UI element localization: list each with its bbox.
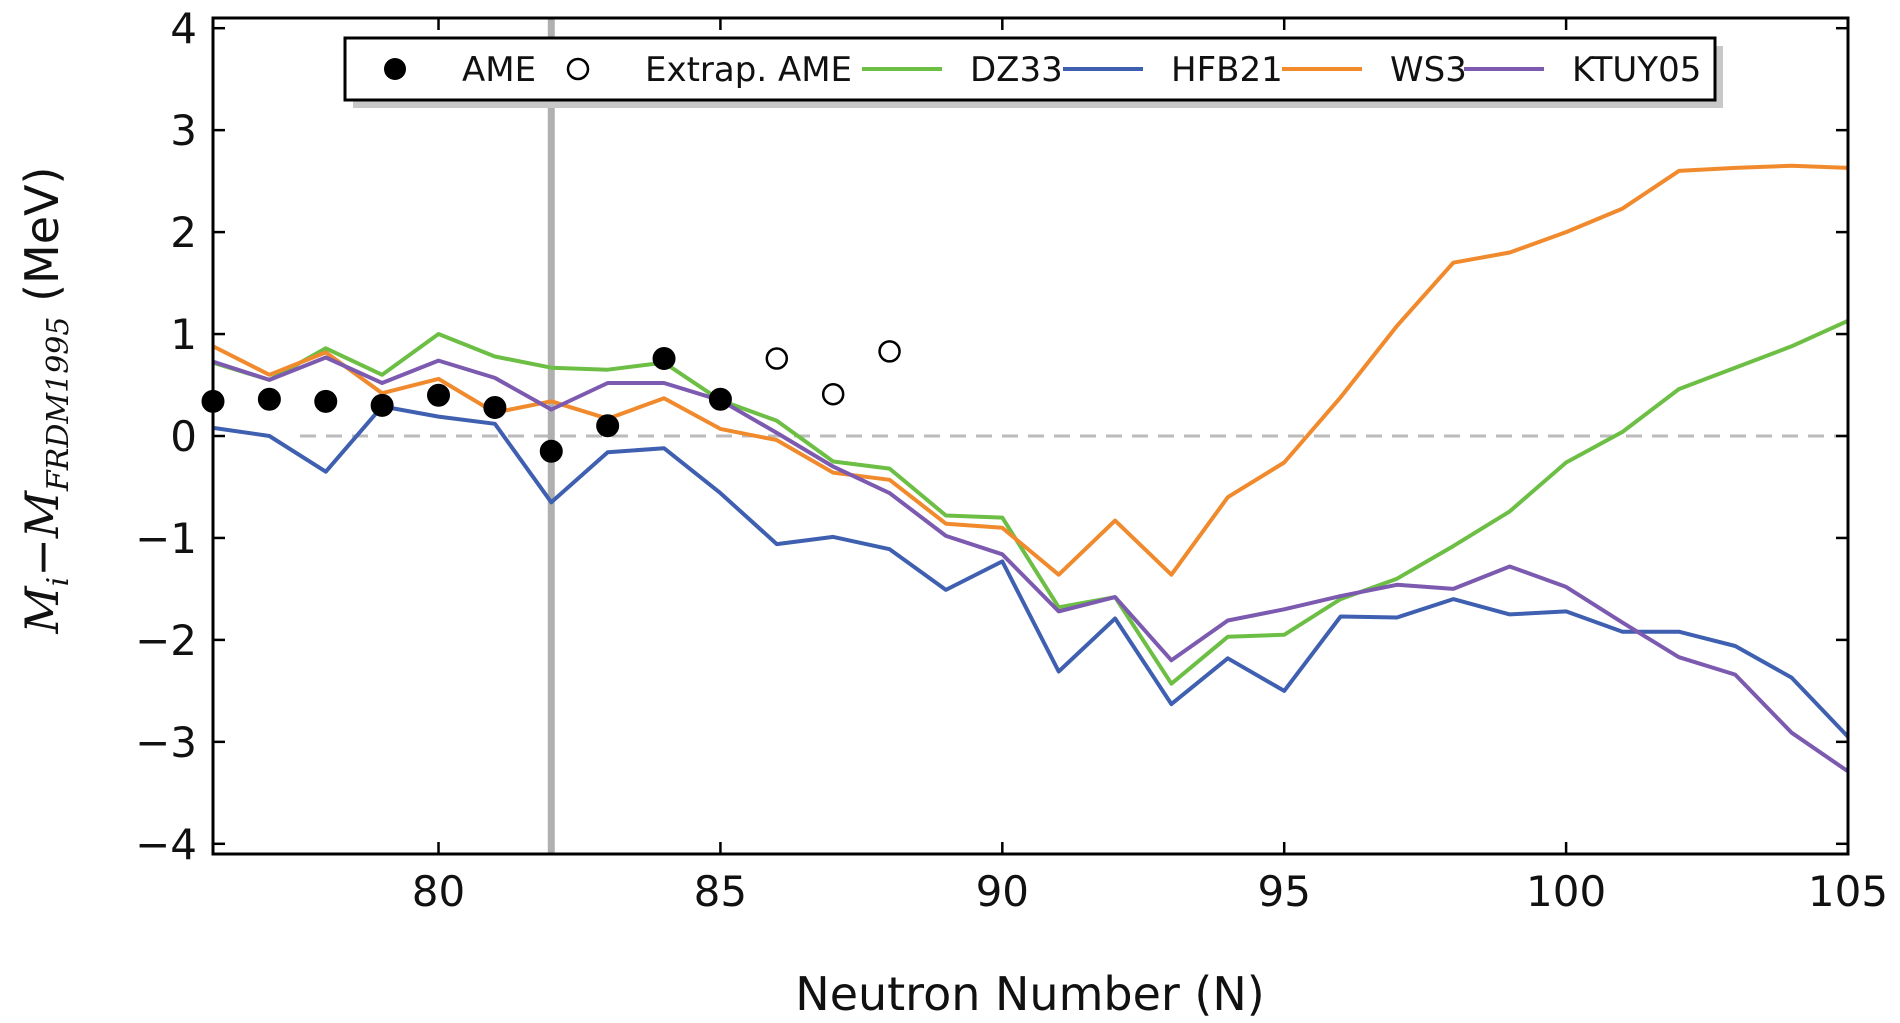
x-tick-label-100: 100 xyxy=(1526,867,1606,916)
point-ame-n79 xyxy=(370,393,394,417)
y-tick-label--1: −1 xyxy=(135,514,197,563)
x-tick-label-85: 85 xyxy=(694,867,747,916)
y-tick-label-2: 2 xyxy=(170,208,197,257)
point-ame-n77 xyxy=(257,387,281,411)
y-label-i: i xyxy=(41,577,76,587)
plot-area xyxy=(213,18,1848,854)
legend-label-dz33: DZ33 xyxy=(970,50,1063,90)
y-tick-label--2: −2 xyxy=(135,616,197,665)
point-ame-n82 xyxy=(539,439,563,463)
y-tick-label--3: −3 xyxy=(135,718,197,767)
series-line-ktuy05 xyxy=(213,355,1848,774)
y-tick-label--4: −4 xyxy=(135,820,197,869)
point-ame-n81 xyxy=(483,395,507,419)
y-label-m1: M xyxy=(15,584,69,634)
x-tick-label-90: 90 xyxy=(976,867,1029,916)
point-ame-n80 xyxy=(427,383,451,407)
series-line-hfb21 xyxy=(213,404,1848,739)
legend-label-ws3: WS3 xyxy=(1390,50,1467,90)
legend-label-ame: AME xyxy=(462,50,536,90)
point-extrap-ame-n87 xyxy=(821,382,845,406)
y-tick-label-4: 4 xyxy=(170,4,197,53)
data-layer xyxy=(201,18,1848,854)
legend-label-ktuy05: KTUY05 xyxy=(1572,50,1701,90)
x-tick-label-95: 95 xyxy=(1257,867,1310,916)
y-label-m2: M xyxy=(15,489,69,539)
point-ame-n83 xyxy=(596,414,620,438)
point-ame-n78 xyxy=(314,389,338,413)
point-extrap-ame-n86 xyxy=(765,347,789,370)
series-line-dz33 xyxy=(213,318,1848,686)
legend-label-hfb21: HFB21 xyxy=(1171,50,1283,90)
legend-marker-ame xyxy=(384,58,406,80)
y-label-unit: (MeV) xyxy=(15,167,69,317)
x-axis-label: Neutron Number (N) xyxy=(795,967,1264,1019)
legend-label-extrap-ame: Extrap. AME xyxy=(645,50,852,90)
tick-layer: 80 85 90 95 100 105 −4 −3 −2 −1 0 1 2 3 4 xyxy=(135,4,1888,916)
y-axis-label: Mi−MFRDM1995 (MeV) xyxy=(15,167,76,635)
x-tick-label-105: 105 xyxy=(1808,867,1888,916)
y-label-minus: − xyxy=(15,538,69,577)
point-ame-n84 xyxy=(652,347,676,371)
x-tick-label-80: 80 xyxy=(412,867,465,916)
y-tick-label-1: 1 xyxy=(170,310,197,359)
legend-marker-extrap-ame xyxy=(566,57,590,81)
legend: AME Extrap. AME DZ33 HFB21 WS3 KTUY05 xyxy=(343,36,1723,108)
y-tick-label-0: 0 xyxy=(170,412,197,461)
point-ame-n85 xyxy=(708,387,732,411)
y-label-subscript: FRDM1995 xyxy=(41,317,76,493)
point-extrap-ame-n88 xyxy=(878,340,901,363)
y-tick-label-3: 3 xyxy=(170,106,197,155)
